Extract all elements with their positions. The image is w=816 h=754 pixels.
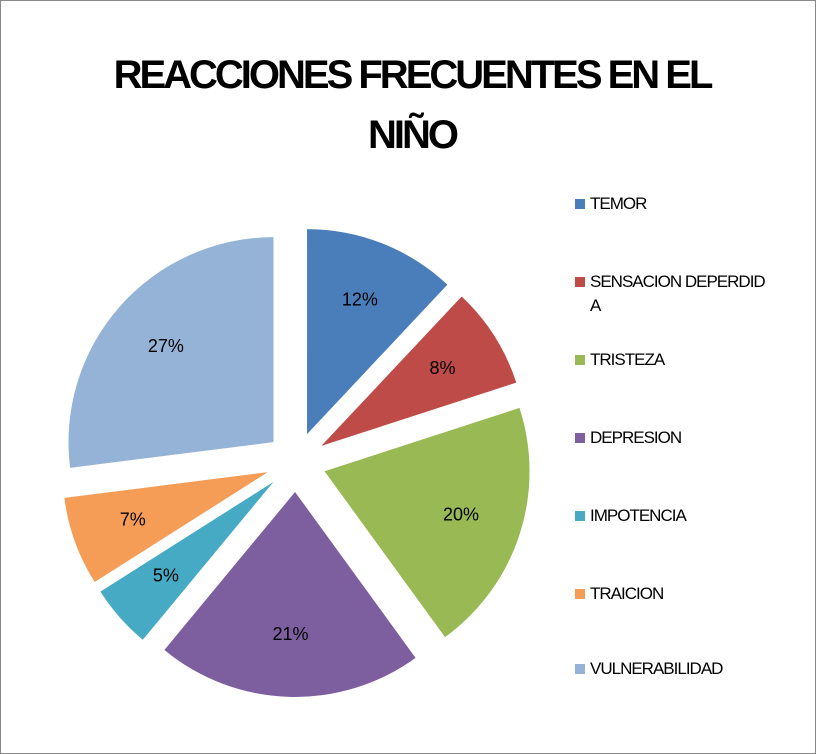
pie-slice [68,237,274,468]
legend-entry: TEMOR [575,192,770,216]
data-label: 7% [120,510,146,530]
legend-label: VULNERABILIDAD [590,659,723,678]
legend-label: SENSACION DEPERDIDA [590,272,766,315]
data-label: 12% [342,289,378,309]
legend-entry: IMPOTENCIA [575,504,770,528]
data-label: 8% [429,358,455,378]
pie-slice [321,296,517,446]
pie-slice [100,481,274,640]
legend-entry: TRAICION [575,582,770,606]
pie-slice [324,407,530,638]
data-label: 21% [273,624,309,644]
legend-swatch [575,277,585,287]
legend-swatch [575,355,585,365]
data-label: 5% [153,565,179,585]
pie-slice [164,491,416,697]
legend-label: TRISTEZA [590,350,665,369]
legend-label: IMPOTENCIA [590,506,687,525]
legend-swatch [575,664,585,674]
data-label: 20% [443,504,479,524]
legend-swatch [575,589,585,599]
legend-label: TRAICION [590,584,664,603]
legend-entry: DEPRESION [575,426,770,450]
legend-swatch [575,511,585,521]
legend-swatch [575,199,585,209]
chart-title: REACCIONES FRECUENTES EN EL NIÑO [114,53,713,157]
legend-swatch [575,433,585,443]
pie-slice [64,472,268,583]
legend-entry: TRISTEZA [575,348,770,372]
legend-label: TEMOR [590,194,647,213]
data-label: 27% [148,336,184,356]
legend-label: DEPRESION [590,428,682,447]
legend-entry: VULNERABILIDAD [575,657,770,681]
legend-entry: SENSACION DEPERDIDA [575,270,770,318]
pie-slice [307,229,448,435]
